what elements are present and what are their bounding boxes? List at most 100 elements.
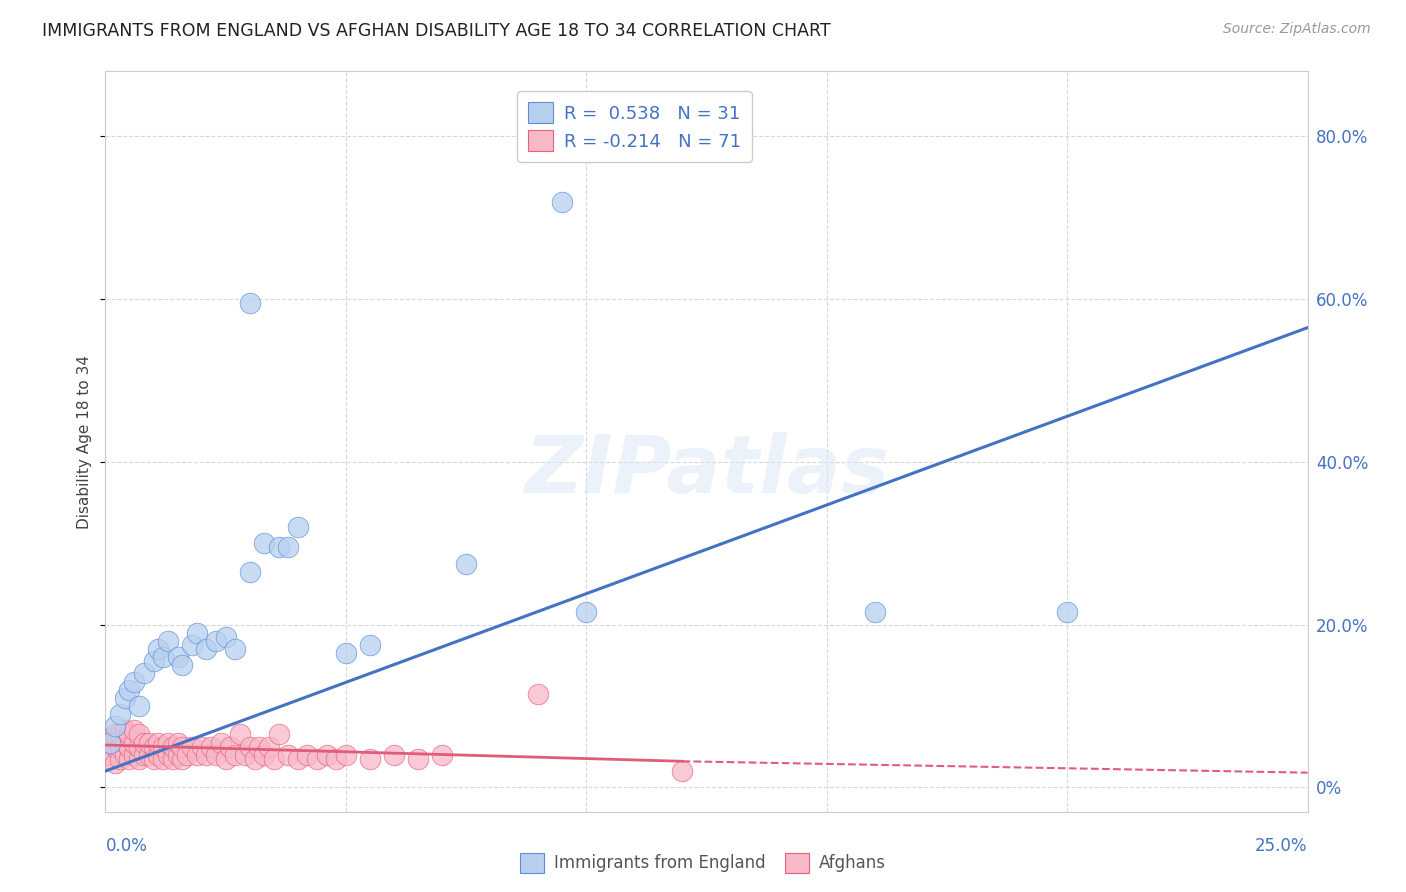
Point — [195, 747, 218, 762]
Point — [98, 747, 121, 762]
Point — [148, 747, 170, 762]
Point — [527, 687, 550, 701]
Point — [172, 658, 194, 673]
Text: 0.0%: 0.0% — [105, 837, 148, 855]
Point — [181, 638, 204, 652]
Point — [108, 752, 131, 766]
Point — [359, 752, 381, 766]
Point — [156, 735, 179, 749]
Point — [118, 682, 141, 697]
Point — [247, 739, 270, 754]
Point — [186, 625, 208, 640]
Point — [305, 752, 328, 766]
Point — [214, 630, 236, 644]
Point — [152, 752, 174, 766]
Point — [277, 541, 299, 555]
Point — [114, 747, 136, 762]
Point — [205, 747, 228, 762]
Point — [277, 747, 299, 762]
Point — [128, 752, 150, 766]
Point — [132, 735, 155, 749]
Point — [142, 739, 165, 754]
Point — [124, 747, 146, 762]
Point — [114, 690, 136, 705]
Point — [224, 642, 246, 657]
Point — [239, 296, 262, 310]
Point — [287, 752, 309, 766]
Legend: Immigrants from England, Afghans: Immigrants from England, Afghans — [513, 847, 893, 880]
Point — [315, 747, 337, 762]
Point — [551, 194, 574, 209]
Point — [287, 520, 309, 534]
Point — [233, 747, 256, 762]
Point — [229, 727, 252, 741]
Point — [104, 727, 127, 741]
Legend: R =  0.538   N = 31, R = -0.214   N = 71: R = 0.538 N = 31, R = -0.214 N = 71 — [517, 92, 752, 162]
Point — [166, 735, 188, 749]
Point — [148, 735, 170, 749]
Text: ZIPatlas: ZIPatlas — [524, 432, 889, 510]
Point — [156, 747, 179, 762]
Point — [190, 739, 212, 754]
Point — [863, 606, 886, 620]
Point — [406, 752, 429, 766]
Y-axis label: Disability Age 18 to 34: Disability Age 18 to 34 — [77, 354, 93, 529]
Point — [128, 698, 150, 713]
Point — [176, 747, 198, 762]
Point — [114, 735, 136, 749]
Point — [142, 752, 165, 766]
Point — [335, 646, 357, 660]
Point — [239, 565, 262, 579]
Point — [104, 756, 127, 770]
Point — [118, 752, 141, 766]
Point — [243, 752, 266, 766]
Point — [128, 739, 150, 754]
Point — [152, 650, 174, 665]
Point — [148, 642, 170, 657]
Point — [1056, 606, 1078, 620]
Point — [454, 557, 477, 571]
Point — [186, 747, 208, 762]
Point — [128, 727, 150, 741]
Point — [98, 731, 121, 746]
Point — [138, 747, 160, 762]
Point — [181, 739, 204, 754]
Point — [104, 739, 127, 754]
Point — [253, 536, 276, 550]
Point — [335, 747, 357, 762]
Point — [224, 747, 246, 762]
Point — [257, 739, 280, 754]
Point — [214, 752, 236, 766]
Point — [162, 752, 184, 766]
Point — [114, 723, 136, 738]
Point — [200, 739, 222, 754]
Text: Source: ZipAtlas.com: Source: ZipAtlas.com — [1223, 22, 1371, 37]
Point — [195, 642, 218, 657]
Point — [359, 638, 381, 652]
Point — [124, 674, 146, 689]
Point — [124, 723, 146, 738]
Point — [132, 666, 155, 681]
Text: IMMIGRANTS FROM ENGLAND VS AFGHAN DISABILITY AGE 18 TO 34 CORRELATION CHART: IMMIGRANTS FROM ENGLAND VS AFGHAN DISABI… — [42, 22, 831, 40]
Point — [219, 739, 242, 754]
Point — [263, 752, 285, 766]
Point — [98, 735, 121, 749]
Point — [172, 739, 194, 754]
Point — [108, 727, 131, 741]
Point — [162, 739, 184, 754]
Point — [297, 747, 319, 762]
Point — [118, 739, 141, 754]
Point — [166, 747, 188, 762]
Point — [253, 747, 276, 762]
Point — [156, 633, 179, 648]
Point — [267, 541, 290, 555]
Point — [205, 633, 228, 648]
Point — [239, 739, 262, 754]
Point — [172, 752, 194, 766]
Point — [124, 735, 146, 749]
Point — [671, 764, 693, 778]
Text: 25.0%: 25.0% — [1256, 837, 1308, 855]
Point — [132, 747, 155, 762]
Point — [166, 650, 188, 665]
Point — [108, 739, 131, 754]
